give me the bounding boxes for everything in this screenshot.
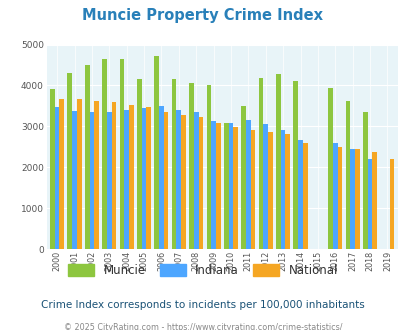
Bar (332, 143, 337, 249)
Text: © 2025 CityRating.com - https://www.cityrating.com/crime-statistics/: © 2025 CityRating.com - https://www.city… (64, 323, 341, 330)
Bar (215, 123, 220, 249)
Bar (154, 56, 159, 249)
Legend: Muncie, Indiana, National: Muncie, Indiana, National (68, 264, 337, 277)
Bar (72, 111, 77, 249)
Bar (146, 107, 151, 249)
Bar (206, 85, 211, 249)
Bar (211, 121, 215, 249)
Bar (181, 115, 185, 249)
Bar (345, 101, 350, 249)
Bar (94, 101, 99, 249)
Bar (119, 59, 124, 249)
Bar (350, 149, 354, 249)
Bar (280, 130, 285, 249)
Bar (198, 117, 203, 249)
Bar (224, 123, 228, 249)
Bar (258, 78, 263, 249)
Bar (141, 108, 146, 249)
Bar (67, 73, 72, 249)
Bar (85, 65, 90, 249)
Bar (159, 106, 163, 249)
Bar (233, 127, 237, 249)
Bar (124, 110, 129, 249)
Bar (189, 83, 193, 249)
Bar (267, 132, 272, 249)
Bar (241, 106, 245, 249)
Bar (107, 113, 111, 249)
Bar (50, 89, 55, 249)
Bar (228, 123, 233, 249)
Bar (102, 59, 107, 249)
Bar (297, 140, 302, 249)
Bar (389, 159, 394, 249)
Text: Muncie Property Crime Index: Muncie Property Crime Index (82, 8, 323, 23)
Bar (111, 102, 116, 249)
Bar (285, 134, 290, 249)
Bar (293, 82, 297, 249)
Bar (245, 120, 250, 249)
Bar (193, 113, 198, 249)
Bar (327, 88, 332, 249)
Bar (362, 113, 367, 249)
Bar (337, 147, 341, 249)
Bar (171, 79, 176, 249)
Bar (354, 149, 359, 249)
Bar (263, 124, 267, 249)
Bar (77, 99, 81, 249)
Bar (136, 79, 141, 249)
Bar (371, 152, 376, 249)
Bar (275, 74, 280, 249)
Bar (250, 130, 255, 249)
Bar (302, 143, 307, 249)
Bar (367, 159, 371, 249)
Bar (55, 107, 59, 249)
Text: Crime Index corresponds to incidents per 100,000 inhabitants: Crime Index corresponds to incidents per… (41, 300, 364, 310)
Bar (59, 99, 64, 249)
Bar (129, 105, 133, 249)
Bar (163, 112, 168, 249)
Bar (176, 111, 181, 249)
Bar (90, 112, 94, 249)
